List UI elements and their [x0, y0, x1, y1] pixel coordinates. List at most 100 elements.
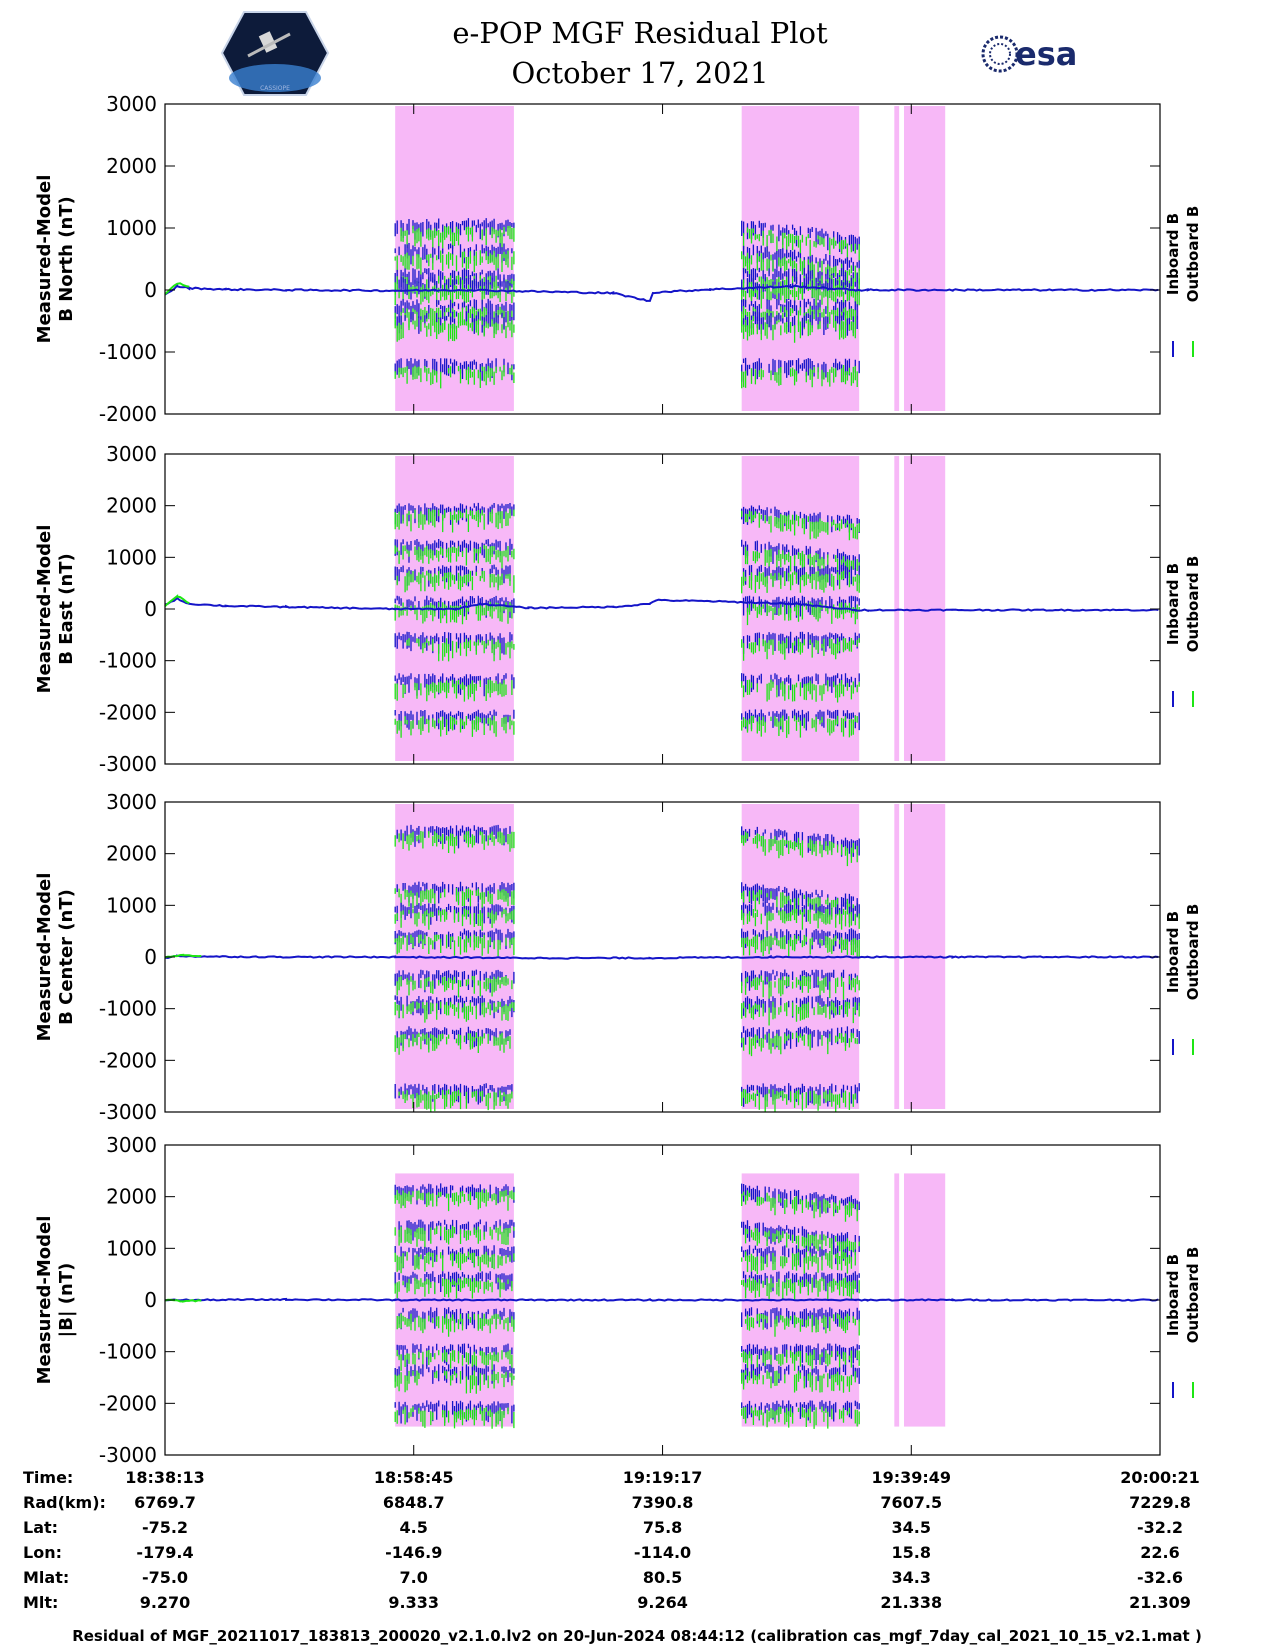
- y-axis-label-line: Measured-Model: [34, 175, 55, 344]
- table-cell: 21.338: [880, 1593, 942, 1612]
- table-cell: 9.270: [140, 1593, 191, 1612]
- table-cell: 7229.8: [1129, 1493, 1191, 1512]
- y-tick-label: -2000: [99, 1391, 157, 1415]
- outboard-burst: [741, 934, 860, 958]
- table-cell: 19:19:17: [623, 1468, 703, 1487]
- legend-inboard: Inboard B: [1164, 213, 1182, 295]
- table-cell: 80.5: [643, 1568, 682, 1587]
- y-tick-label: 3000: [106, 442, 157, 466]
- outboard-burst: [741, 1370, 856, 1393]
- footer-text: Residual of MGF_20211017_183813_200020_v…: [72, 1627, 1202, 1645]
- inboard-burst: [394, 1400, 515, 1424]
- outboard-burst: [394, 831, 515, 854]
- y-tick-label: 3000: [106, 790, 157, 814]
- inboard-series-line: [164, 954, 1159, 960]
- table-cell: 4.5: [400, 1518, 428, 1537]
- outboard-burst: [741, 679, 860, 703]
- table-cell: 6769.7: [134, 1493, 196, 1512]
- y-axis-label-line: |B| (nT): [56, 1263, 77, 1338]
- outboard-burst: [741, 318, 856, 343]
- outboard-burst: [394, 679, 513, 702]
- panel-2: 3000 2000 1000 0 -1000 -2000 -3000 Measured-Mod…: [34, 442, 1202, 776]
- inboard-series-line: [164, 283, 1159, 303]
- table-cell: 75.8: [643, 1518, 682, 1537]
- shaded-interval: [894, 106, 900, 411]
- table-cell: 34.3: [892, 1568, 931, 1587]
- table-cell: 7607.5: [880, 1493, 942, 1512]
- y-tick-label: -2000: [99, 700, 157, 724]
- table-cell: 18:58:45: [374, 1468, 454, 1487]
- y-axis-label-line: Measured-Model: [34, 1216, 55, 1385]
- table-cell: 18:38:13: [125, 1468, 205, 1487]
- chart-title-line1: e-POP MGF Residual Plot: [452, 16, 828, 50]
- y-axis-label: Measured-ModelB East (nT): [34, 525, 77, 694]
- table-cell: 34.5: [892, 1518, 931, 1537]
- table-cell: -75.0: [142, 1568, 188, 1587]
- y-tick-label: -2000: [99, 402, 157, 426]
- legend-outboard: Outboard B: [1184, 1247, 1202, 1344]
- y-axis-label-line: B North (nT): [56, 196, 77, 322]
- y-tick-label: 0: [144, 597, 157, 621]
- table-row-label: Mlt:: [23, 1593, 58, 1612]
- outboard-burst: [394, 1370, 515, 1394]
- outboard-burst: [394, 1001, 515, 1023]
- table-cell: 7390.8: [632, 1493, 694, 1512]
- outboard-burst: [741, 510, 860, 541]
- table-row-label: Rad(km):: [23, 1493, 106, 1512]
- table-cell: 15.8: [892, 1543, 931, 1562]
- table-cell: -32.2: [1137, 1518, 1183, 1537]
- table-cell: -179.4: [136, 1543, 193, 1562]
- table-cell: 19:39:49: [871, 1468, 951, 1487]
- esa-logo: esa: [981, 35, 1077, 73]
- y-axis-label: Measured-ModelB Center (nT): [34, 873, 77, 1042]
- panel-4: 3000 2000 1000 0 -1000 -2000 -3000 Measured-Mod…: [34, 1133, 1202, 1467]
- legend-outboard: Outboard B: [1184, 556, 1202, 653]
- table-row-label: Lat:: [23, 1518, 58, 1537]
- table-cell: 22.6: [1140, 1543, 1179, 1562]
- y-tick-label: -1000: [99, 340, 157, 364]
- outboard-burst: [741, 1001, 860, 1026]
- outboard-burst: [744, 1313, 860, 1337]
- info-table: Time: Rad(km): Lat: Lon: Mlat: Mlt: 18:38:13 67…: [23, 1468, 1200, 1612]
- outboard-burst: [741, 1406, 860, 1429]
- outboard-burst: [741, 1032, 858, 1057]
- esa-logo-text: esa: [1015, 35, 1077, 73]
- y-tick-label: 3000: [106, 1133, 157, 1157]
- table-row-label: Mlat:: [23, 1568, 69, 1587]
- y-tick-label: 0: [144, 945, 157, 969]
- legend-inboard: Inboard B: [1164, 911, 1182, 993]
- outboard-burst: [394, 888, 515, 912]
- table-row-label: Time:: [23, 1468, 73, 1487]
- outboard-burst: [741, 1349, 860, 1373]
- y-axis-label-line: Measured-Model: [34, 873, 55, 1042]
- outboard-burst: [741, 975, 860, 1000]
- outboard-burst: [400, 225, 515, 251]
- inboard-series-line: [165, 1297, 1159, 1302]
- outboard-burst: [394, 318, 515, 342]
- shaded-interval: [894, 456, 900, 761]
- outboard-burst: [394, 365, 515, 389]
- y-tick-label: 2000: [106, 842, 157, 866]
- outboard-burst: [741, 251, 860, 287]
- outboard-burst: [394, 1189, 515, 1212]
- y-axis-label-line: B Center (nT): [56, 889, 77, 1025]
- y-axis-label-line: Measured-Model: [34, 525, 55, 694]
- table-row-label: Lon:: [23, 1543, 62, 1562]
- outboard-burst: [394, 715, 515, 738]
- outboard-burst: [741, 1190, 858, 1222]
- y-tick-label: -3000: [99, 752, 157, 776]
- y-axis-label: Measured-ModelB North (nT): [34, 175, 77, 344]
- panel-1: 3000 2000 1000 0 -1000 -2000 Measured-ModelB N…: [34, 92, 1202, 426]
- y-tick-label: 1000: [106, 216, 157, 240]
- outboard-burst: [741, 365, 858, 389]
- y-tick-label: -2000: [99, 1048, 157, 1072]
- legend-inboard: Inboard B: [1164, 563, 1182, 645]
- outboard-burst: [741, 1277, 860, 1300]
- y-tick-label: 1000: [106, 1236, 157, 1260]
- outboard-burst: [741, 831, 858, 867]
- table-cell: 7.0: [400, 1568, 428, 1587]
- y-tick-label: 3000: [106, 92, 157, 116]
- y-tick-label: 2000: [106, 494, 157, 518]
